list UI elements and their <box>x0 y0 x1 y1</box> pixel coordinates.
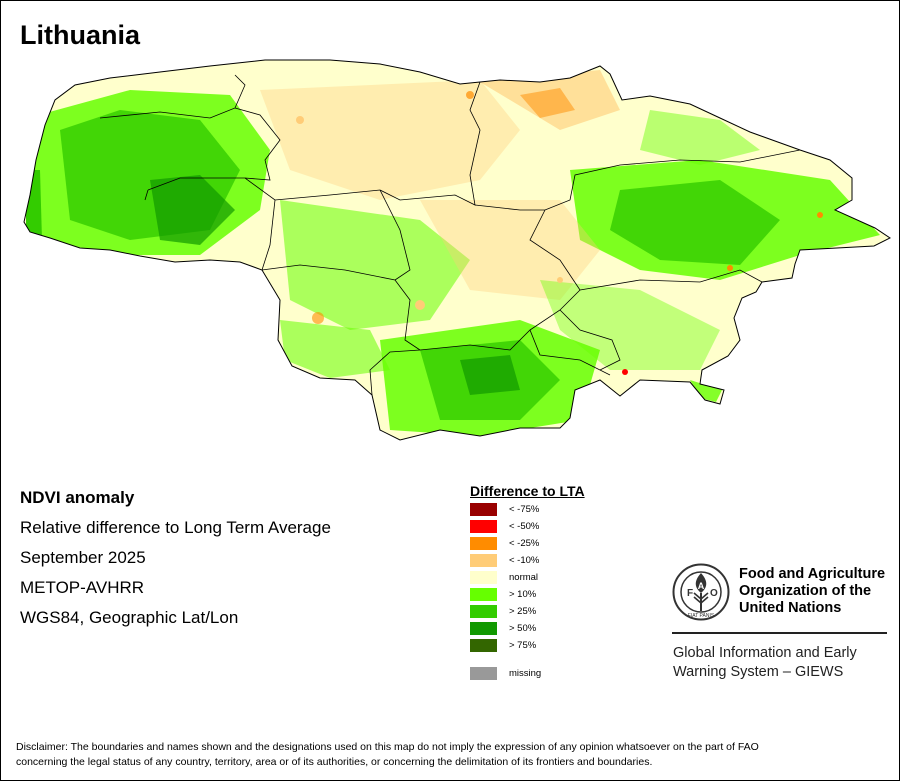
disclaimer: Disclaimer: The boundaries and names sho… <box>16 740 886 770</box>
fao-logo-icon: F O FIAT PANIS A <box>672 563 730 621</box>
legend-label: < -10% <box>509 555 540 566</box>
divider <box>672 632 887 634</box>
legend-swatch <box>470 622 497 635</box>
logo-letters: F <box>687 588 693 599</box>
legend-title: Difference to LTA <box>470 483 585 499</box>
giews-line: Warning System – GIEWS <box>673 664 844 680</box>
product-name: NDVI anomaly <box>20 488 135 507</box>
legend-label: > 75% <box>509 640 537 651</box>
legend-label: > 25% <box>509 606 537 617</box>
legend-label: missing <box>509 668 542 679</box>
legend-swatch <box>470 503 497 516</box>
region-boundaries <box>99 74 801 396</box>
legend-label: > 10% <box>509 589 537 600</box>
giews-line: Global Information and Early <box>673 645 857 661</box>
disclaimer-line: concerning the legal status of any count… <box>16 756 653 768</box>
legend-swatch <box>470 667 497 680</box>
legend-label: < -50% <box>509 521 540 532</box>
product-projection: WGS84, Geographic Lat/Lon <box>20 608 239 627</box>
giews-name: Global Information and Early Warning Sys… <box>673 644 857 682</box>
organization-name: Food and Agriculture Organization of the… <box>739 566 885 617</box>
legend-swatch <box>470 588 497 601</box>
organization-line: Food and Agriculture <box>739 566 886 582</box>
product-period: September 2025 <box>20 548 146 567</box>
product-sensor: METOP-AVHRR <box>20 578 145 597</box>
disclaimer-line: Disclaimer: The boundaries and names sho… <box>16 741 759 753</box>
logo-motto: FIAT PANIS <box>688 613 715 619</box>
product-description: Relative difference to Long Term Average <box>20 518 331 537</box>
organization-line: Organization of the <box>739 583 872 599</box>
organization-line: United Nations <box>739 600 842 616</box>
legend-swatch <box>470 605 497 618</box>
legend-label: < -25% <box>509 538 540 549</box>
legend-label: normal <box>509 572 539 583</box>
legend-label: < -75% <box>509 504 540 515</box>
anomaly-patches <box>24 70 880 436</box>
legend-label: > 50% <box>509 623 537 634</box>
legend-swatch <box>470 554 497 567</box>
logo-letter-a: A <box>698 581 705 591</box>
legend-swatch <box>470 520 497 533</box>
legend-swatch <box>470 571 497 584</box>
legend-swatch <box>470 639 497 652</box>
map-title: Lithuania <box>20 20 140 50</box>
svg-text:O: O <box>710 588 718 599</box>
legend-swatch <box>470 537 497 550</box>
